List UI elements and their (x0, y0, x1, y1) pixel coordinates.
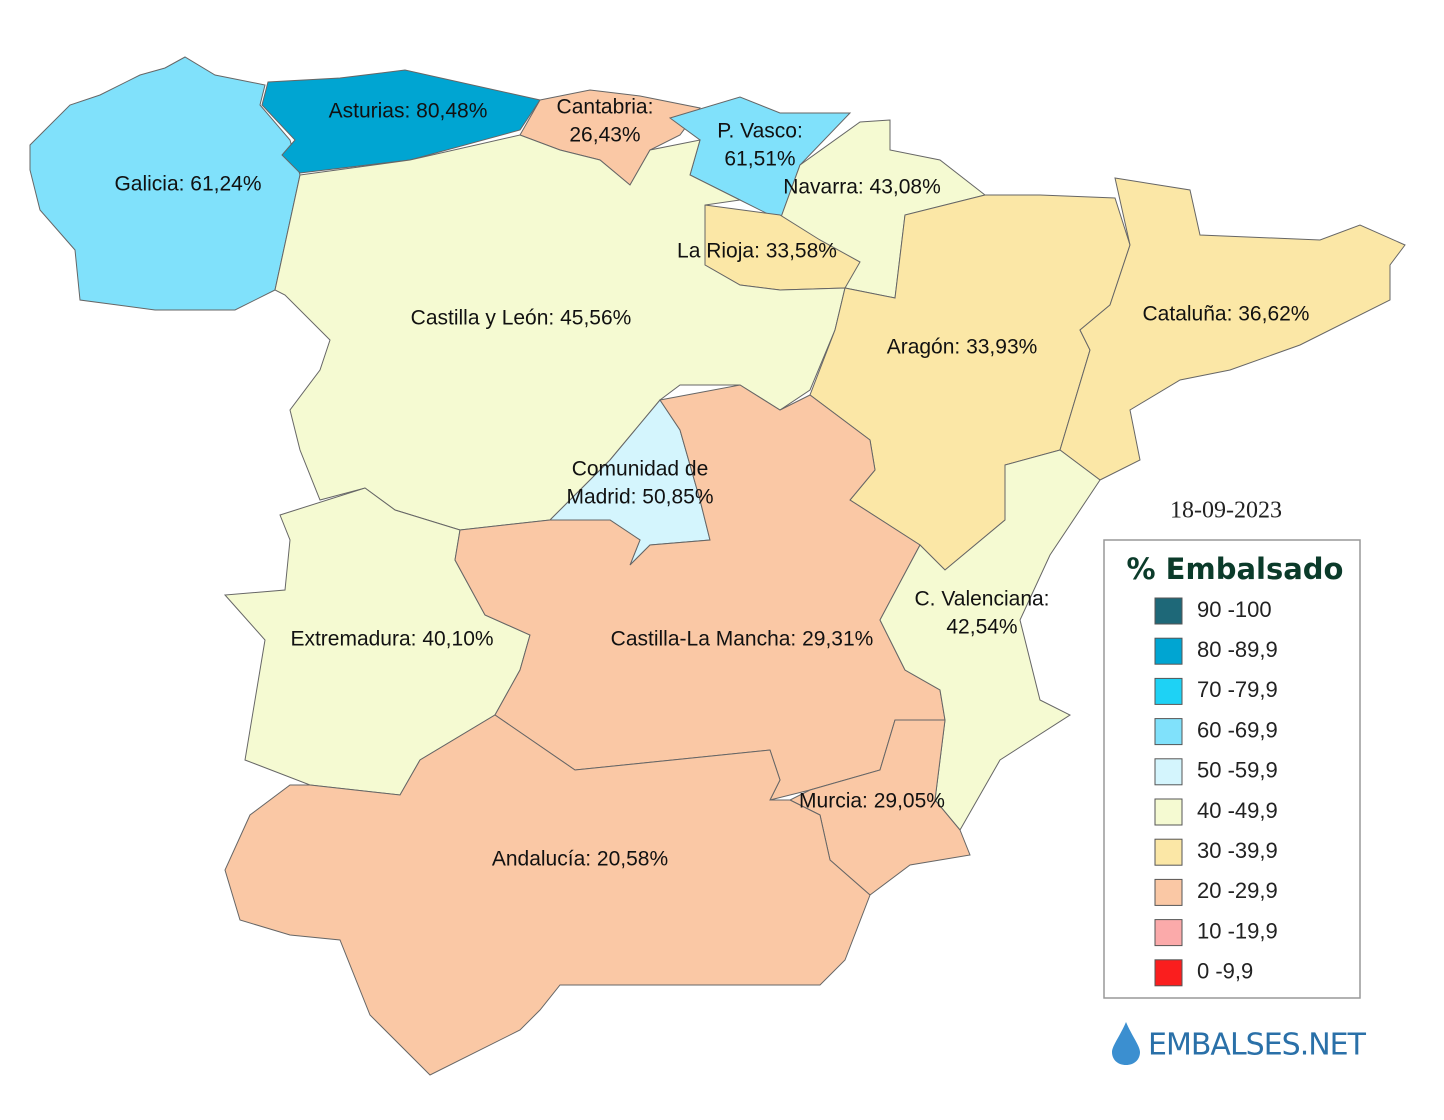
region-label: 26,43% (569, 124, 640, 147)
region (1059, 177, 1406, 481)
legend-label: 30 -39,9 (1197, 838, 1278, 863)
region (274, 134, 846, 531)
region (261, 69, 541, 174)
legend-label: 60 -69,9 (1197, 717, 1278, 742)
region-label: Castilla y León: 45,56% (411, 307, 632, 330)
region-label: C. Valenciana: (914, 588, 1049, 611)
legend-label: 70 -79,9 (1197, 677, 1278, 702)
legend-swatch (1154, 959, 1183, 987)
legend-label: 10 -19,9 (1197, 918, 1278, 943)
legend-label: 50 -59,9 (1197, 758, 1278, 783)
region-label: Asturias: 80,48% (329, 100, 488, 123)
legend-swatch (1154, 718, 1183, 746)
region-label: 61,51% (724, 148, 795, 171)
legend-title: % Embalsado (1127, 552, 1344, 586)
region-label: Galicia: 61,24% (114, 173, 261, 196)
region-label: Cantabria: (557, 96, 654, 119)
region-label: Comunidad de (572, 458, 709, 481)
region-label: P. Vasco: (717, 120, 803, 143)
region-label: Castilla-La Mancha: 29,31% (611, 628, 874, 651)
region-label: 42,54% (946, 616, 1017, 639)
legend-label: 20 -29,9 (1197, 878, 1278, 903)
legend-swatch (1154, 878, 1183, 906)
logo: EMBALSES.NET (1148, 1028, 1367, 1063)
legend-swatch (1154, 637, 1183, 665)
legend-label: 0 -9,9 (1197, 959, 1253, 984)
region-label: La Rioja: 33,58% (677, 240, 837, 263)
region (29, 56, 301, 311)
legend-swatch (1154, 758, 1183, 786)
legend-label: 40 -49,9 (1197, 798, 1278, 823)
legend-swatch (1154, 597, 1183, 625)
legend-items: 90 -100 80 -89,9 70 -79,9 60 -69,9 50 -59,9 4… (1154, 597, 1278, 987)
region-label: Extremadura: 40,10% (290, 628, 493, 651)
legend-swatch (1154, 919, 1183, 947)
logo-drop (1112, 1022, 1140, 1065)
region-label: Aragón: 33,93% (887, 336, 1038, 359)
region-label: Cataluña: 36,62% (1143, 303, 1310, 326)
legend-box (1103, 539, 1361, 999)
region-label: Murcia: 29,05% (799, 790, 945, 813)
region (224, 714, 871, 1076)
legend-swatch (1154, 838, 1183, 866)
region-label: Madrid: 50,85% (566, 486, 713, 509)
legend-swatch (1154, 798, 1183, 826)
legend-label: 90 -100 (1197, 597, 1272, 622)
legend-swatch (1154, 677, 1183, 705)
labels: Galicia: 61,24% Asturias: 80,48% Cantabria… (114, 96, 1309, 871)
region-label: Andalucía: 20,58% (492, 848, 668, 871)
region-label: Navarra: 43,08% (783, 176, 941, 199)
regions (29, 56, 1406, 1076)
legend-label: 80 -89,9 (1197, 637, 1278, 662)
date: 18-09-2023 (1170, 498, 1282, 524)
